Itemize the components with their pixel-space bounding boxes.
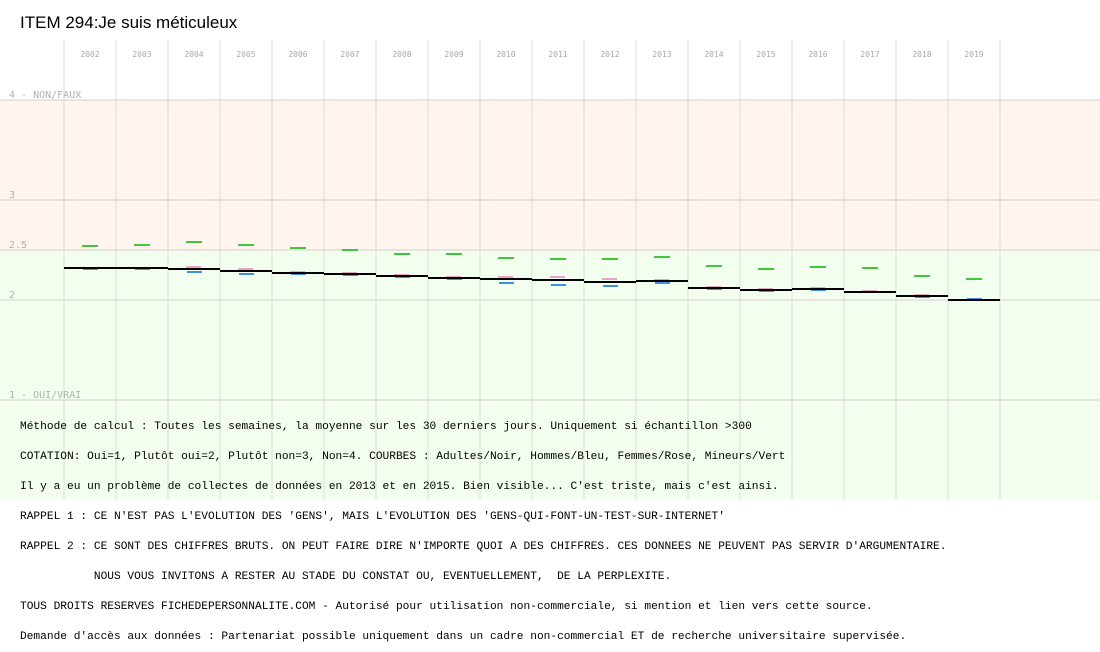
- y-tick-label: 3: [9, 190, 15, 201]
- background-band: [0, 100, 1100, 250]
- x-tick-label: 2012: [600, 50, 619, 59]
- x-tick-label: 2015: [756, 50, 775, 59]
- note-line: NOUS VOUS INVITONS A RESTER AU STADE DU …: [20, 571, 672, 583]
- x-tick-label: 2010: [496, 50, 515, 59]
- x-tick-label: 2008: [392, 50, 411, 59]
- note-line: RAPPEL 2 : CE SONT DES CHIFFRES BRUTS. O…: [20, 541, 947, 553]
- x-tick-label: 2014: [704, 50, 723, 59]
- note-line: Il y a eu un problème de collectes de do…: [20, 481, 779, 493]
- x-tick-label: 2002: [80, 50, 99, 59]
- x-tick-label: 2007: [340, 50, 359, 59]
- notes-block: Méthode de calcul : Toutes les semaines,…: [20, 402, 1095, 652]
- background-band: [0, 400, 1100, 500]
- note-line: RAPPEL 1 : CE N'EST PAS L'EVOLUTION DES …: [20, 511, 725, 523]
- x-tick-label: 2009: [444, 50, 463, 59]
- y-tick-label: 4 - NON/FAUX: [9, 90, 81, 101]
- note-line: Demande d'accès aux données : Partenaria…: [20, 631, 907, 643]
- y-tick-label: 2.5: [9, 240, 27, 251]
- x-tick-label: 2004: [184, 50, 203, 59]
- x-tick-label: 2013: [652, 50, 671, 59]
- chart: 4 - NON/FAUX 3 2.5 2 1 - OUI/VRAI 2002 2003 200…: [0, 40, 1100, 500]
- x-tick-label: 2018: [912, 50, 931, 59]
- note-line: COTATION: Oui=1, Plutôt oui=2, Plutôt no…: [20, 451, 786, 463]
- x-tick-label: 2019: [964, 50, 983, 59]
- note-line: Méthode de calcul : Toutes les semaines,…: [20, 421, 752, 433]
- chart-title: ITEM 294:Je suis méticuleux: [20, 13, 238, 32]
- x-tick-label: 2017: [860, 50, 879, 59]
- x-tick-label: 2005: [236, 50, 255, 59]
- y-tick-label: 1 - OUI/VRAI: [9, 390, 81, 401]
- background-band: [0, 250, 1100, 400]
- x-tick-label: 2011: [548, 50, 567, 59]
- x-tick-label: 2003: [132, 50, 151, 59]
- note-line: TOUS DROITS RESERVES FICHEDEPERSONNALITE…: [20, 601, 873, 613]
- x-tick-label: 2006: [288, 50, 307, 59]
- x-tick-label: 2016: [808, 50, 827, 59]
- y-tick-label: 2: [9, 290, 15, 301]
